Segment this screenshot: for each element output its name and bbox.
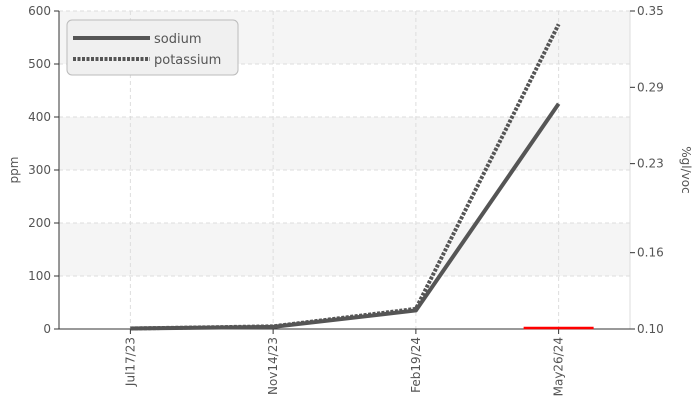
- legend-box: [66, 19, 239, 76]
- y-tick-label: 100: [28, 269, 51, 283]
- y-tick-label: 500: [28, 57, 51, 71]
- legend-label-potassium: potassium: [154, 53, 221, 68]
- legend-label-sodium: sodium: [154, 32, 202, 47]
- legend: sodium potassium: [66, 19, 239, 76]
- y-tick-label: 400: [28, 110, 51, 124]
- y2-axis-title: %gl/voc: [679, 146, 693, 193]
- y2-tick-label: 0.23: [637, 157, 664, 171]
- plot-band: [59, 117, 630, 170]
- y-tick-label: 600: [28, 4, 51, 18]
- x-tick-label: May26/24: [552, 337, 566, 396]
- x-tick-label: Nov14/23: [266, 337, 280, 395]
- x-tick-label: Feb19/24: [409, 337, 423, 393]
- y-tick-label: 200: [28, 216, 51, 230]
- series-line-sodium: [130, 102, 561, 331]
- y2-tick-label: 0.16: [637, 246, 664, 260]
- y2-tick-label: 0.29: [637, 80, 664, 94]
- x-tick-label: Jul17/23: [123, 337, 137, 387]
- y-tick-label: 0: [43, 322, 51, 336]
- y-axis-title: ppm: [7, 157, 21, 184]
- y2-tick-label: 0.10: [637, 322, 664, 336]
- y-tick-label: 300: [28, 163, 51, 177]
- series-line-potassium: [130, 23, 561, 331]
- y2-tick-label: 0.35: [637, 4, 664, 18]
- plot-band: [59, 223, 630, 276]
